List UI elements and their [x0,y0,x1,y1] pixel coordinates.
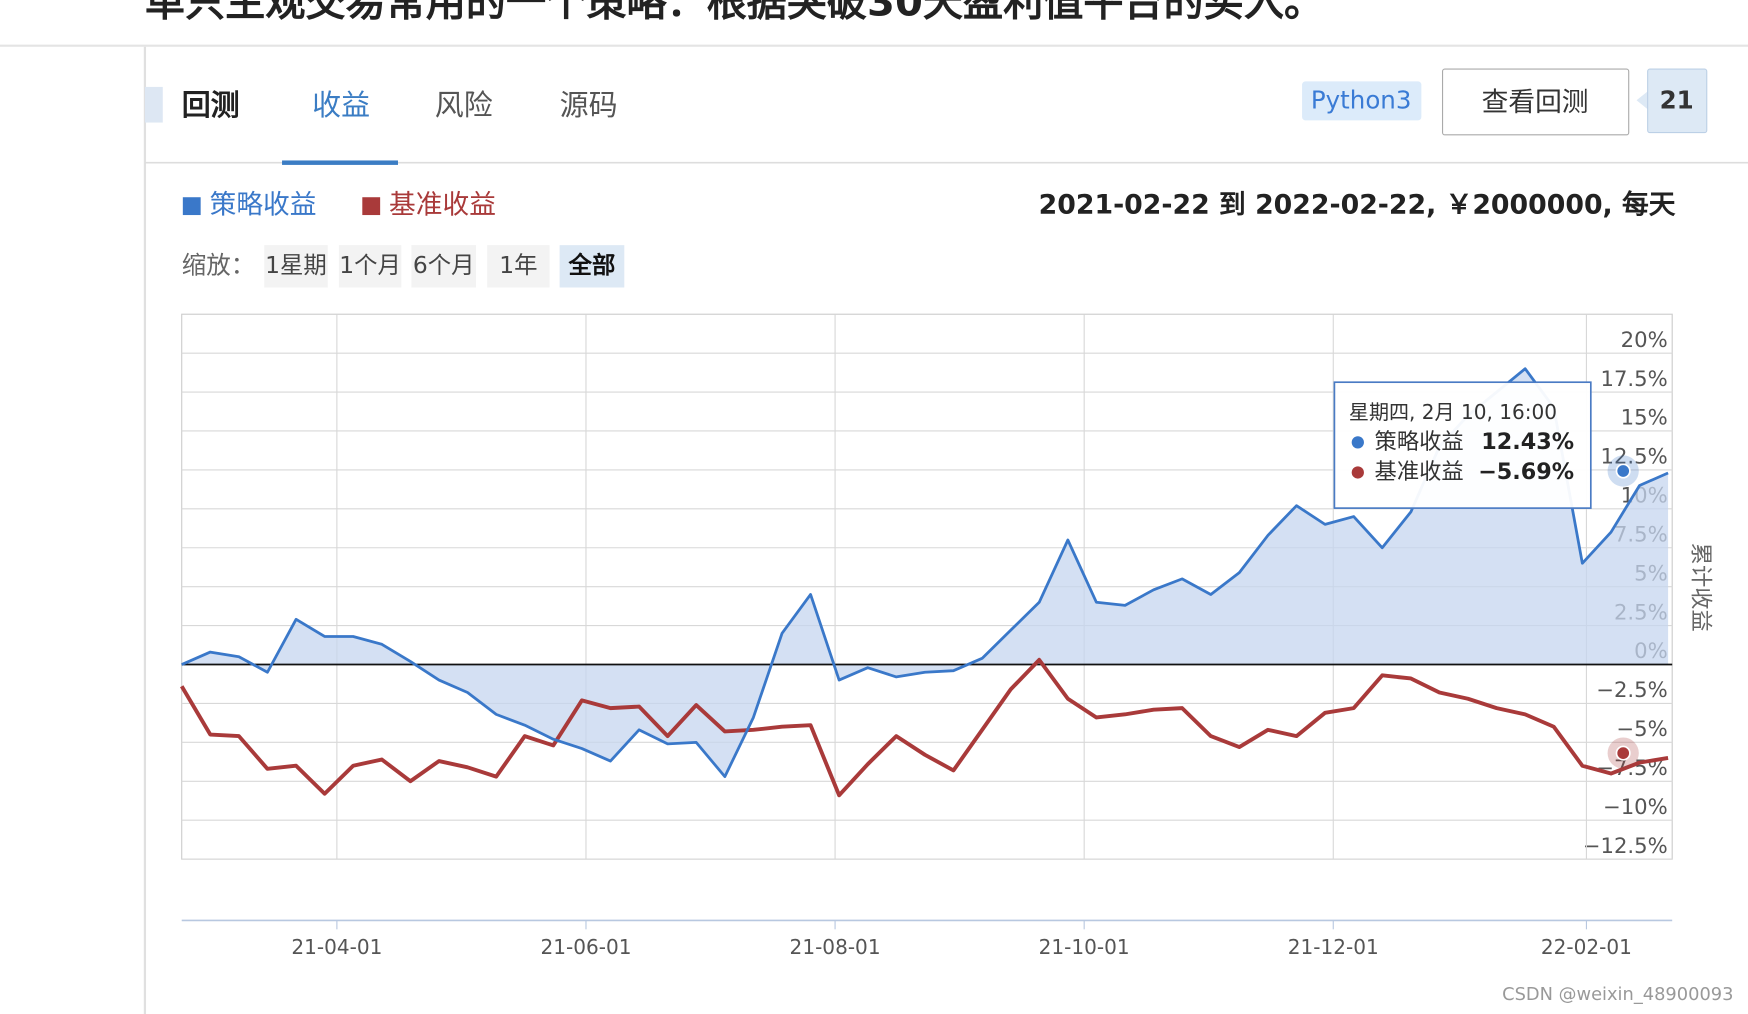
tab[interactable]: 收益 [312,88,370,122]
zoom-button[interactable] [411,245,477,288]
view-button-text[interactable]: 查看回测 [1482,87,1589,118]
tooltip [1333,381,1592,509]
line [180,657,1669,798]
tooltip-header: 星期四, 2月 10, 16:00 [1349,400,1557,424]
zoom-button[interactable] [487,245,550,288]
tooltip-name: 策略收益 [1375,429,1464,455]
zoom-button[interactable] [559,245,625,288]
tab[interactable]: 风险 [435,88,493,122]
x-tick-label: 21-06-01 [540,935,631,959]
y-tick-label: 20% [1621,327,1668,352]
y-tick-label: 12.5% [1601,444,1668,469]
x-tick-label: 21-12-01 [1288,935,1379,959]
zoom-button-text[interactable]: 全部 [568,251,616,279]
y-tick-label: 15% [1621,405,1668,430]
zoom-button-text[interactable]: 1个月 [339,251,401,279]
y-tick-label: −5% [1616,716,1667,741]
hover-point [1615,745,1631,761]
counter-arrow [1636,91,1648,110]
tab-marker [144,86,163,123]
y-tick-label: −12.5% [1583,833,1668,858]
tab[interactable]: 源码 [560,88,618,122]
tooltip-value: −5.69% [1478,459,1574,485]
legend-swatch [362,197,381,216]
zoom-button-text[interactable]: 1年 [499,251,537,279]
view-button[interactable] [1441,68,1630,136]
backtest-info: 2021-02-22 到 2022-02-22, ￥2000000, 每天 [1039,189,1676,221]
zoom-button[interactable] [338,245,402,288]
tooltip-dot [1351,466,1364,479]
x-tick-label: 22-02-01 [1541,935,1632,959]
x-tick-label: 21-08-01 [790,935,881,959]
area [181,368,1669,777]
y-tick-label: −2.5% [1596,677,1668,702]
tooltip-value: 12.43% [1481,429,1574,455]
legend-swatch [182,197,201,216]
y-tick-label: 17.5% [1601,366,1668,391]
y-tick-label: −10% [1603,794,1668,819]
badge [1302,81,1422,121]
counter-text: 21 [1660,85,1694,114]
x-tick-label: 21-10-01 [1039,935,1130,959]
zoom-button-text[interactable]: 6个月 [413,251,475,279]
zoom-label: 缩放： [182,250,256,279]
counter-box [1647,68,1708,134]
tab-underline [282,160,398,165]
tooltip-name: 基准收益 [1375,459,1464,485]
legend-label[interactable]: 策略收益 [210,190,317,221]
y-axis-title: 累计收益 [1688,543,1714,632]
zoom-button[interactable] [264,245,328,288]
zoom-button-text[interactable]: 1星期 [265,251,327,279]
legend-label[interactable]: 基准收益 [389,190,496,221]
hover-point [1615,463,1631,479]
badge-text: Python3 [1311,85,1412,114]
x-tick-label: 21-04-01 [291,935,382,959]
tab[interactable]: 回测 [182,88,240,122]
page-title: 单只主观交易常用的一个策略：根据突破30天盈利值平台的买入。 [145,0,1324,25]
header [0,0,1748,45]
tooltip-dot [1351,436,1364,449]
watermark: CSDN @weixin_48900093 [1502,984,1733,1005]
